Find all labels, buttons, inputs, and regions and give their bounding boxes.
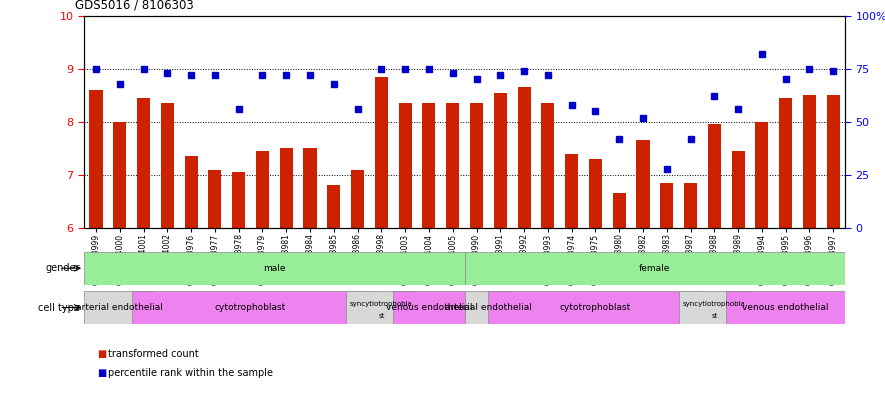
- Bar: [185, 156, 197, 228]
- Text: ■: ■: [97, 349, 106, 359]
- Text: cell type: cell type: [38, 303, 80, 312]
- Bar: [465, 291, 512, 324]
- Bar: [346, 291, 417, 324]
- Text: female: female: [639, 264, 671, 273]
- Text: venous endothelial: venous endothelial: [743, 303, 829, 312]
- Bar: [779, 98, 792, 228]
- Bar: [137, 98, 150, 228]
- Bar: [660, 183, 673, 228]
- Text: ■: ■: [97, 368, 106, 378]
- Text: GDS5016 / 8106303: GDS5016 / 8106303: [75, 0, 194, 12]
- Bar: [518, 87, 531, 228]
- Bar: [732, 151, 744, 228]
- Bar: [398, 103, 412, 228]
- Bar: [566, 154, 578, 228]
- Bar: [280, 148, 293, 228]
- Bar: [422, 103, 435, 228]
- Bar: [827, 95, 840, 228]
- Bar: [84, 252, 465, 285]
- Text: st: st: [712, 313, 718, 319]
- Bar: [446, 103, 459, 228]
- Text: transformed count: transformed count: [108, 349, 199, 359]
- Bar: [304, 148, 317, 228]
- Bar: [393, 291, 465, 324]
- Text: venous endothelial: venous endothelial: [386, 303, 473, 312]
- Bar: [542, 103, 554, 228]
- Text: arterial endothelial: arterial endothelial: [76, 303, 163, 312]
- Bar: [232, 172, 245, 228]
- Bar: [161, 103, 173, 228]
- Text: cytotrophoblast: cytotrophoblast: [215, 303, 286, 312]
- Bar: [89, 90, 103, 228]
- Bar: [470, 103, 483, 228]
- Bar: [727, 291, 845, 324]
- Bar: [679, 291, 750, 324]
- Bar: [256, 151, 269, 228]
- Bar: [327, 185, 341, 228]
- Bar: [465, 252, 845, 285]
- Bar: [132, 291, 370, 324]
- Bar: [489, 291, 703, 324]
- Bar: [375, 77, 388, 228]
- Bar: [612, 193, 626, 228]
- Bar: [351, 170, 364, 228]
- Text: arterial endothelial: arterial endothelial: [445, 303, 532, 312]
- Bar: [208, 170, 221, 228]
- Bar: [684, 183, 697, 228]
- Text: male: male: [263, 264, 286, 273]
- Bar: [84, 291, 156, 324]
- Text: syncytiotrophobla: syncytiotrophobla: [350, 301, 412, 307]
- Bar: [589, 159, 602, 228]
- Text: cytotrophoblast: cytotrophoblast: [560, 303, 631, 312]
- Bar: [756, 122, 768, 228]
- Bar: [636, 140, 650, 228]
- Text: percentile rank within the sample: percentile rank within the sample: [108, 368, 273, 378]
- Bar: [494, 93, 507, 228]
- Bar: [708, 125, 721, 228]
- Text: gender: gender: [45, 263, 80, 273]
- Bar: [113, 122, 127, 228]
- Bar: [803, 95, 816, 228]
- Text: st: st: [378, 313, 385, 319]
- Text: syncytiotrophobla: syncytiotrophobla: [683, 301, 746, 307]
